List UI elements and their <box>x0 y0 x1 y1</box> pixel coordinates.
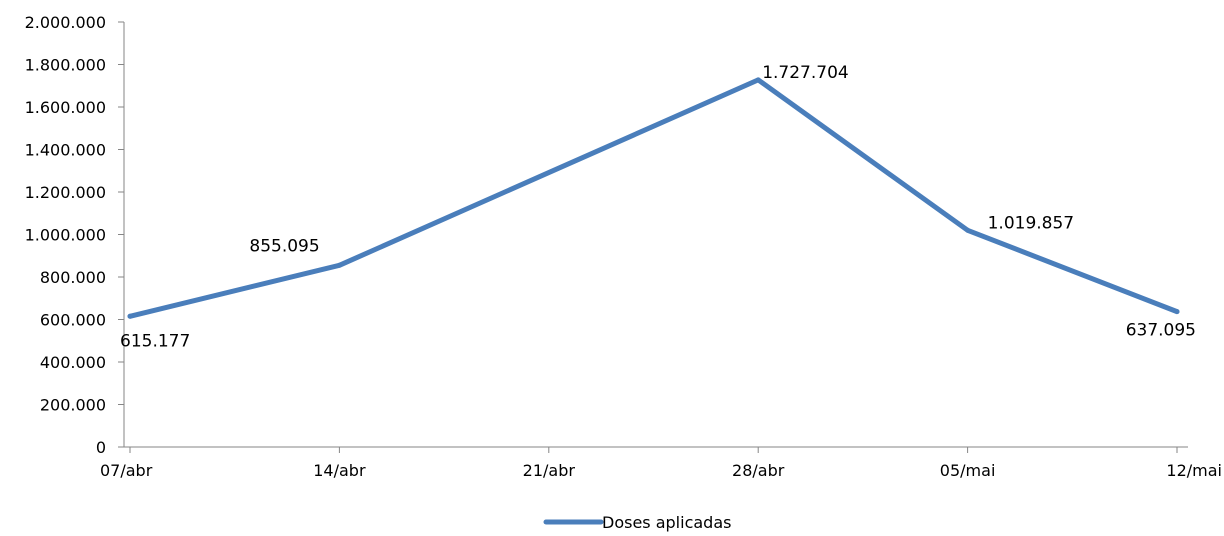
data-point <box>1174 309 1180 315</box>
axes <box>123 22 1188 448</box>
y-tick-label: 1.800.000 <box>25 56 106 75</box>
y-tick-label: 1.000.000 <box>25 226 106 245</box>
x-tick-label: 14/abr <box>313 461 366 480</box>
y-tick-label: 1.400.000 <box>25 141 106 160</box>
data-point <box>336 262 342 268</box>
y-tick-label: 0 <box>96 438 106 457</box>
x-tick-label: 28/abr <box>732 461 785 480</box>
y-tick-label: 600.000 <box>40 311 106 330</box>
data-label: 637.095 <box>1126 321 1196 341</box>
data-label: 1.727.704 <box>762 63 849 83</box>
y-tick-label: 800.000 <box>40 268 106 287</box>
x-tick-label: 07/abr <box>100 461 153 480</box>
y-tick-label: 1.600.000 <box>25 98 106 117</box>
y-tick-label: 200.000 <box>40 396 106 415</box>
data-point <box>127 313 133 319</box>
legend: Doses aplicadas <box>543 513 731 532</box>
data-point <box>755 77 761 83</box>
y-axis-ticks: 0 200.000 400.000 600.000 800.000 1.000.000 1.… <box>25 13 124 457</box>
data-labels: 615.177 855.095 1.727.704 1.019.857 637.095 <box>120 63 1196 351</box>
y-tick-label: 400.000 <box>40 353 106 372</box>
series-layer <box>127 77 1180 319</box>
y-tick-label: 1.200.000 <box>25 183 106 202</box>
x-tick-label: 05/mai <box>940 461 996 480</box>
x-tick-label: 12/mai <box>1166 461 1222 480</box>
data-label: 1.019.857 <box>988 213 1075 233</box>
data-label: 615.177 <box>120 331 190 351</box>
data-point <box>965 227 971 233</box>
series-line-doses-aplicadas <box>127 77 1180 319</box>
x-tick-label: 21/abr <box>523 461 576 480</box>
y-tick-label: 2.000.000 <box>25 13 106 32</box>
data-label: 855.095 <box>249 236 319 256</box>
legend-label: Doses aplicadas <box>602 513 731 532</box>
x-axis-ticks: 07/abr 14/abr 21/abr 28/abr 05/mai 12/mai <box>100 447 1222 480</box>
